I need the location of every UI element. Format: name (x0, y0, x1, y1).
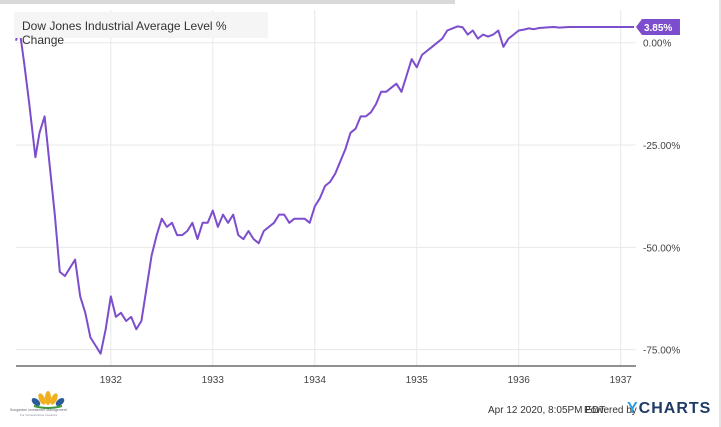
x-tick-label: 1933 (202, 375, 225, 386)
x-tick-label: 1935 (406, 375, 429, 386)
last-value-badge-shape (635, 18, 680, 35)
x-tick-labels: 1932 1933 1934 1935 1936 1937 (100, 375, 633, 386)
y-tick-label: 0.00% (643, 39, 671, 50)
powered-by-label: Powered by (584, 405, 637, 416)
chart-title: Dow Jones Industrial Average Level % Cha… (14, 12, 268, 47)
logo-company-name: Sungarden Investment Management (10, 408, 67, 412)
x-tick-label: 1932 (100, 375, 123, 386)
x-tick-label: 1936 (508, 375, 531, 386)
y-tick-label: -75.00% (643, 346, 680, 357)
sungarden-logo (24, 388, 88, 418)
lotus-logo-icon (31, 391, 65, 409)
dow-jones-line (15, 25, 634, 355)
last-value-badge: 3.85% (635, 18, 680, 35)
last-value-label: 3.85% (644, 23, 672, 34)
right-edge-border (719, 0, 721, 427)
y-tick-label: -25.00% (643, 141, 680, 152)
x-tick-label: 1937 (610, 375, 633, 386)
ycharts-brand-text: CHARTS (638, 400, 712, 417)
y-tick-label: -50.00% (643, 243, 680, 254)
y-tick-labels: 0.00% -25.00% -50.00% -75.00% (643, 39, 680, 357)
logo-tagline: For Conscientious Investors (20, 413, 58, 417)
top-scroll-indicator (0, 0, 455, 4)
ycharts-y-glyph: Y (627, 400, 639, 417)
grid-lines (16, 10, 636, 366)
ycharts-logo[interactable]: YCHARTS (627, 400, 711, 418)
timestamp: Apr 12 2020, 8:05PM EDT. (488, 405, 607, 416)
x-tick-label: 1934 (304, 375, 327, 386)
